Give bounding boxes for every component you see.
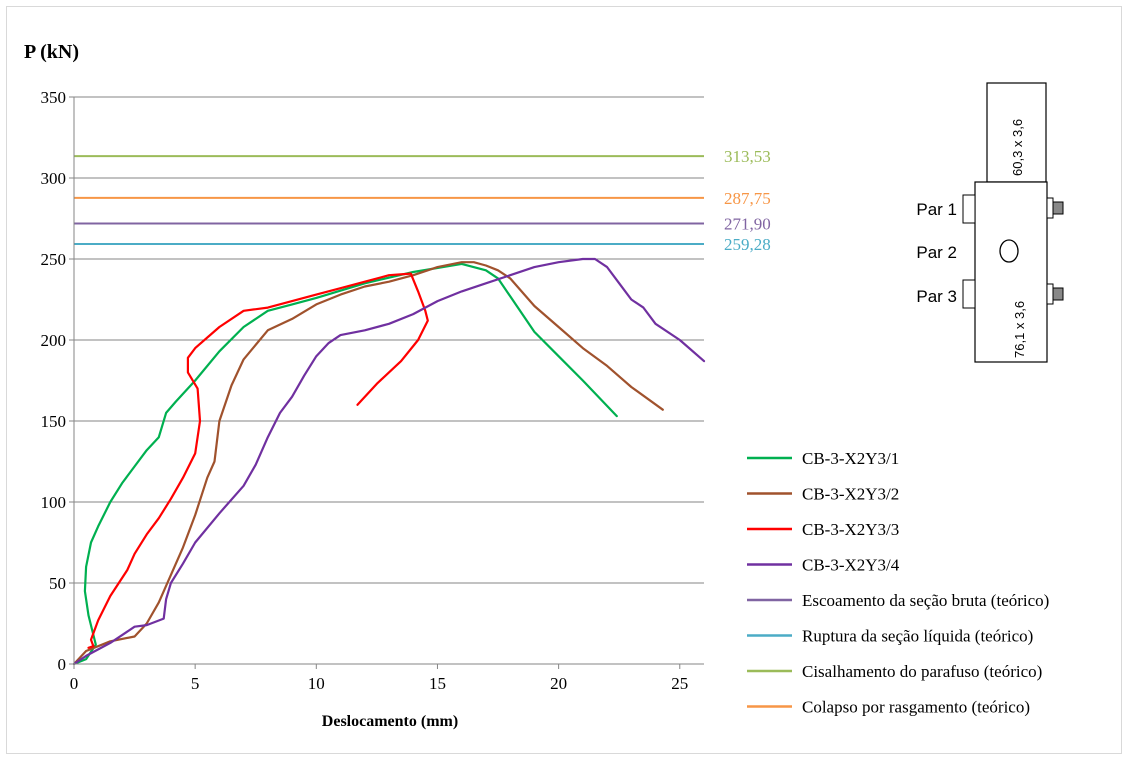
series-line [87, 272, 429, 649]
legend-label: Colapso por rasgamento (teórico) [802, 698, 1030, 717]
x-tick-label: 20 [550, 674, 567, 693]
y-axis-title: P (kN) [24, 41, 79, 63]
x-tick-label: 15 [429, 674, 446, 693]
reference-value-label: 287,75 [724, 189, 771, 208]
gridlines [74, 96, 704, 584]
x-tick-labels: 0 5 10 15 20 25 [70, 674, 689, 693]
reference-value-label: 313,53 [724, 147, 771, 166]
connection-diagram: Par 1 Par 2 Par 3 60,3 x 3,6 76,1 x 3,6 [916, 82, 1064, 363]
series-line [72, 257, 706, 666]
legend-label: CB-3-X2Y3/2 [802, 485, 899, 504]
y-tick-label: 200 [41, 331, 67, 350]
x-tick-label: 0 [70, 674, 79, 693]
legend-label: Cisalhamento do parafuso (teórico) [802, 662, 1042, 681]
y-tick-label: 100 [41, 493, 67, 512]
reference-value-label: 259,28 [724, 235, 771, 254]
y-tick-label: 150 [41, 412, 67, 431]
hole-icon [999, 239, 1019, 263]
chart-area [6, 6, 1122, 754]
legend-label: CB-3-X2Y3/4 [802, 556, 900, 575]
x-axis-title: Deslocamento (mm) [322, 713, 458, 730]
y-tick-label: 0 [58, 655, 67, 674]
y-tick-labels: 0 50 100 150 200 250 300 350 [41, 88, 67, 674]
legend-label: Ruptura da seção líquida (teórico) [802, 627, 1033, 646]
axes [69, 96, 704, 669]
bottom-member-label: 76,1 x 3,6 [1012, 301, 1027, 358]
y-tick-label: 250 [41, 250, 67, 269]
pair-1-label: Par 1 [916, 200, 957, 219]
y-tick-label: 350 [41, 88, 67, 107]
bolt-icon [1046, 197, 1064, 219]
legend: CB-3-X2Y3/1 CB-3-X2Y3/2 CB-3-X2Y3/3 CB-3-X2… [747, 449, 1049, 717]
x-tick-label: 25 [671, 674, 688, 693]
bottom-tube [974, 181, 1048, 363]
y-tick-label: 50 [49, 574, 66, 593]
legend-label: CB-3-X2Y3/3 [802, 520, 899, 539]
legend-label: CB-3-X2Y3/1 [802, 449, 899, 468]
pair-2-label: Par 2 [916, 243, 957, 262]
series-line [72, 261, 664, 666]
legend-label: Escoamento da seção bruta (teórico) [802, 591, 1049, 610]
bolt-icon [1046, 283, 1064, 305]
reference-value-label: 271,90 [724, 215, 771, 234]
plate-pair-3 [962, 279, 976, 309]
top-tube [986, 82, 1047, 183]
plate-pair-1 [962, 194, 976, 224]
y-tick-label: 300 [41, 169, 67, 188]
data-series [72, 257, 706, 666]
pair-3-label: Par 3 [916, 287, 957, 306]
series-line [72, 262, 618, 666]
x-tick-label: 10 [308, 674, 325, 693]
x-tick-label: 5 [191, 674, 200, 693]
top-member-label: 60,3 x 3,6 [1010, 119, 1025, 176]
